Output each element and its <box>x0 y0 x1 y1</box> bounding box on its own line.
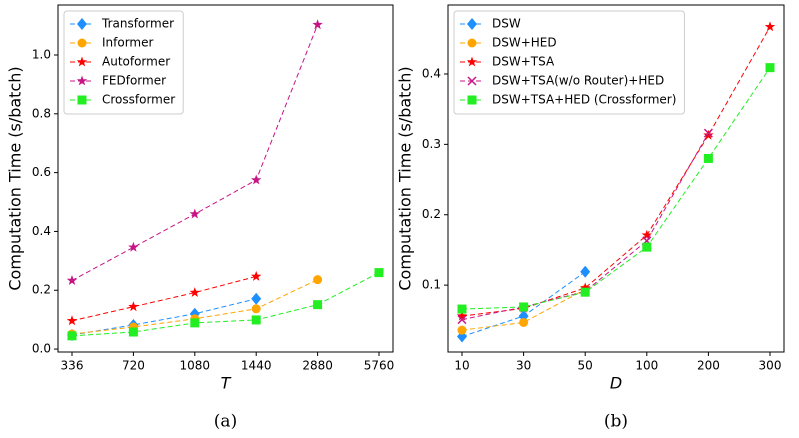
marker <box>77 18 87 30</box>
marker <box>467 95 477 105</box>
x-tick-label: 1080 <box>180 359 211 373</box>
legend-label: Autoformer <box>102 55 170 69</box>
series-line <box>461 288 586 331</box>
x-tick-label: 100 <box>635 359 658 373</box>
y-tick-label: 0.4 <box>422 66 441 80</box>
marker <box>251 304 261 314</box>
marker <box>76 75 88 86</box>
y-axis-label: Computation Time (s/batch) <box>396 66 415 290</box>
series-line <box>461 132 709 321</box>
marker <box>128 241 139 252</box>
x-tick-label: 10 <box>454 359 469 373</box>
marker <box>456 310 468 321</box>
marker <box>642 242 652 252</box>
marker <box>519 317 529 327</box>
marker <box>128 301 139 312</box>
marker <box>580 282 591 293</box>
y-tick-label: 0.0 <box>32 342 51 356</box>
legend-label: Informer <box>102 36 154 50</box>
series-line <box>461 67 771 310</box>
series-line <box>71 298 257 336</box>
y-tick-label: 0.1 <box>422 278 441 292</box>
marker <box>467 18 477 30</box>
marker <box>764 21 776 32</box>
marker <box>313 300 323 310</box>
marker <box>189 287 200 297</box>
marker <box>66 275 78 285</box>
marker <box>580 265 591 278</box>
marker <box>457 304 467 314</box>
marker <box>467 38 477 48</box>
marker <box>67 331 77 341</box>
plot-frame <box>57 4 394 353</box>
marker <box>519 302 529 312</box>
x-tick-label: 200 <box>697 359 720 373</box>
x-tick-label: 300 <box>759 359 782 373</box>
marker <box>77 95 87 105</box>
caption: (a) <box>214 412 237 432</box>
legend-label: DSW+TSA(w/o Router)+HED <box>492 74 664 88</box>
x-tick-label: 2880 <box>302 359 333 373</box>
marker <box>190 318 200 328</box>
legend-label: Crossformer <box>102 93 175 107</box>
marker <box>703 128 713 138</box>
x-tick-label: 336 <box>61 359 84 373</box>
x-tick-label: 1440 <box>241 359 272 373</box>
y-tick-label: 0.3 <box>422 137 441 151</box>
legend-label: DSW+TSA <box>492 55 555 69</box>
marker <box>76 56 88 67</box>
marker <box>251 292 262 305</box>
marker <box>128 327 138 337</box>
legend-label: DSW+HED <box>492 36 557 50</box>
marker <box>457 315 467 325</box>
marker <box>189 208 200 219</box>
y-tick-label: 0.6 <box>32 165 51 179</box>
marker <box>703 129 714 140</box>
x-tick-label: 720 <box>122 359 145 373</box>
marker <box>641 229 652 240</box>
legend-label: DSW <box>492 17 521 31</box>
marker <box>66 315 78 326</box>
marker <box>457 325 467 335</box>
legend-label: Transformer <box>101 17 174 31</box>
marker <box>580 287 590 297</box>
x-axis-label: D <box>610 374 622 393</box>
y-axis-label: Computation Time (s/batch) <box>6 66 25 290</box>
legend-label: DSW+TSA+HED (Crossformer) <box>492 93 676 107</box>
y-tick-label: 0.4 <box>32 224 51 238</box>
series-line <box>461 26 771 317</box>
marker <box>251 174 262 185</box>
plot-frame <box>447 4 785 353</box>
marker <box>77 38 87 48</box>
x-tick-label: 50 <box>578 359 593 373</box>
y-tick-label: 1.0 <box>32 47 51 61</box>
y-tick-label: 0.2 <box>32 283 51 297</box>
caption: (b) <box>604 412 628 432</box>
x-axis-label: T <box>221 374 232 393</box>
marker <box>765 63 775 73</box>
legend-label: FEDformer <box>102 74 166 88</box>
legend-box <box>63 10 184 115</box>
y-tick-label: 0.8 <box>32 106 51 120</box>
x-tick-label: 5760 <box>364 359 395 373</box>
series-line <box>71 272 380 337</box>
marker <box>251 270 262 281</box>
legend-box <box>453 10 685 115</box>
marker <box>251 315 261 325</box>
series-line <box>71 275 257 322</box>
y-tick-label: 0.2 <box>422 207 441 221</box>
marker <box>312 19 323 30</box>
marker <box>466 56 478 67</box>
marker <box>313 275 323 285</box>
marker <box>703 153 713 163</box>
marker <box>374 268 384 278</box>
x-tick-label: 30 <box>516 359 531 373</box>
marker <box>467 76 477 86</box>
